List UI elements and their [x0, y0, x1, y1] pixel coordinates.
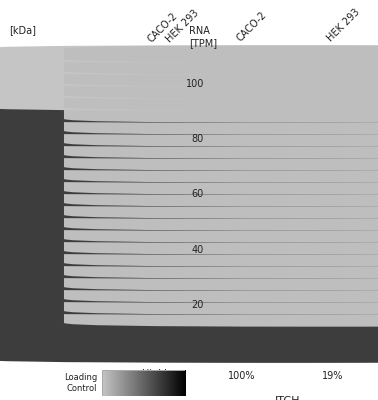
- Text: 55: 55: [77, 212, 89, 222]
- FancyBboxPatch shape: [0, 237, 378, 255]
- Text: 20: 20: [192, 300, 204, 310]
- Text: High: High: [141, 369, 164, 379]
- FancyBboxPatch shape: [0, 45, 378, 63]
- FancyBboxPatch shape: [0, 129, 378, 147]
- FancyBboxPatch shape: [64, 261, 378, 279]
- FancyBboxPatch shape: [64, 129, 378, 147]
- FancyBboxPatch shape: [0, 69, 378, 87]
- FancyBboxPatch shape: [0, 201, 378, 219]
- FancyBboxPatch shape: [64, 201, 378, 219]
- FancyBboxPatch shape: [0, 249, 378, 267]
- FancyBboxPatch shape: [0, 333, 378, 351]
- Text: 250: 250: [71, 340, 89, 350]
- FancyBboxPatch shape: [64, 297, 378, 315]
- FancyBboxPatch shape: [0, 345, 378, 363]
- FancyBboxPatch shape: [64, 333, 378, 351]
- Text: 80: 80: [192, 134, 204, 144]
- FancyBboxPatch shape: [64, 165, 378, 183]
- FancyBboxPatch shape: [64, 57, 378, 75]
- FancyBboxPatch shape: [64, 93, 378, 111]
- FancyBboxPatch shape: [0, 81, 378, 99]
- FancyBboxPatch shape: [64, 321, 378, 339]
- Text: 15: 15: [77, 102, 89, 112]
- Text: RNA
[TPM]: RNA [TPM]: [189, 26, 217, 48]
- FancyBboxPatch shape: [0, 273, 378, 291]
- FancyBboxPatch shape: [0, 93, 378, 111]
- Text: 10: 10: [77, 67, 89, 77]
- FancyBboxPatch shape: [0, 213, 378, 231]
- FancyBboxPatch shape: [64, 177, 378, 195]
- FancyBboxPatch shape: [64, 153, 378, 171]
- Text: CACO-2: CACO-2: [235, 10, 269, 44]
- FancyBboxPatch shape: [0, 57, 378, 75]
- Text: Low: Low: [164, 369, 183, 379]
- Text: 70: 70: [77, 232, 89, 242]
- FancyBboxPatch shape: [64, 273, 378, 291]
- Text: HEK 293: HEK 293: [164, 8, 200, 45]
- FancyBboxPatch shape: [64, 189, 378, 207]
- FancyBboxPatch shape: [64, 69, 378, 87]
- FancyBboxPatch shape: [64, 81, 378, 99]
- FancyBboxPatch shape: [64, 45, 378, 63]
- Text: ITCH: ITCH: [274, 396, 300, 400]
- FancyBboxPatch shape: [64, 225, 378, 243]
- Text: 35: 35: [77, 173, 89, 183]
- FancyBboxPatch shape: [0, 321, 378, 339]
- FancyBboxPatch shape: [0, 189, 378, 207]
- FancyBboxPatch shape: [0, 177, 378, 195]
- FancyBboxPatch shape: [64, 117, 378, 135]
- FancyBboxPatch shape: [0, 141, 378, 159]
- Text: 100: 100: [186, 79, 204, 89]
- FancyBboxPatch shape: [64, 309, 378, 327]
- FancyBboxPatch shape: [0, 261, 378, 279]
- Text: 100: 100: [71, 262, 89, 272]
- FancyBboxPatch shape: [0, 225, 378, 243]
- Text: 130: 130: [71, 284, 89, 294]
- Text: HEK 293: HEK 293: [325, 8, 362, 44]
- FancyBboxPatch shape: [64, 345, 378, 363]
- FancyBboxPatch shape: [0, 165, 378, 183]
- FancyBboxPatch shape: [64, 237, 378, 255]
- FancyBboxPatch shape: [0, 285, 378, 303]
- FancyBboxPatch shape: [0, 297, 378, 315]
- FancyBboxPatch shape: [64, 141, 378, 159]
- FancyBboxPatch shape: [64, 249, 378, 267]
- FancyBboxPatch shape: [64, 285, 378, 303]
- FancyBboxPatch shape: [64, 213, 378, 231]
- Text: 40: 40: [192, 244, 204, 254]
- Text: 25: 25: [77, 145, 89, 155]
- FancyBboxPatch shape: [0, 153, 378, 171]
- Text: Loading
Control: Loading Control: [64, 373, 97, 393]
- Text: CACO-2: CACO-2: [146, 11, 180, 45]
- FancyBboxPatch shape: [0, 117, 378, 135]
- FancyBboxPatch shape: [0, 309, 378, 327]
- FancyBboxPatch shape: [64, 105, 378, 123]
- Text: 19%: 19%: [322, 371, 343, 381]
- Text: [kDa]: [kDa]: [9, 26, 36, 36]
- Text: 60: 60: [192, 189, 204, 199]
- FancyBboxPatch shape: [0, 105, 378, 123]
- Text: 100%: 100%: [228, 371, 256, 381]
